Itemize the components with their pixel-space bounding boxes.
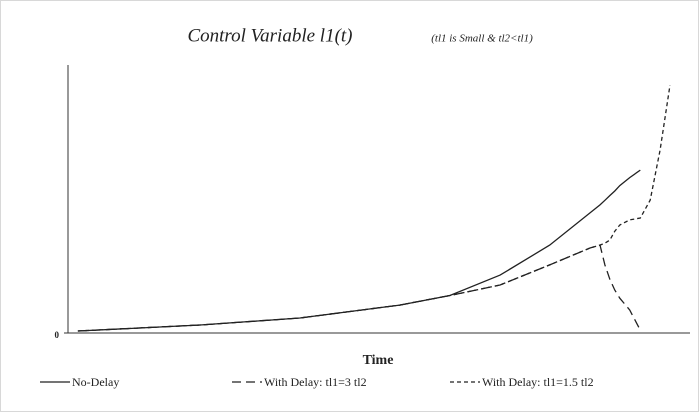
legend-label: With Delay: tl1=1.5 tl2 — [482, 375, 594, 389]
chart-title: Control Variable l1(t) — [187, 25, 352, 46]
x-axis-label: Time — [363, 353, 394, 368]
page: {"chart_data": { "type": "line", "title"… — [0, 0, 699, 412]
chart-subtitle: (tl1 is Small & tl2<tl1) — [431, 33, 533, 45]
y-tick-label: 0 — [55, 330, 60, 340]
legend-label: No-Delay — [72, 375, 119, 389]
legend-label: With Delay: tl1=3 tl2 — [264, 375, 367, 389]
chart-border — [1, 1, 699, 412]
chart: Control Variable l1(t) (tl1 is Small & t… — [0, 0, 699, 412]
